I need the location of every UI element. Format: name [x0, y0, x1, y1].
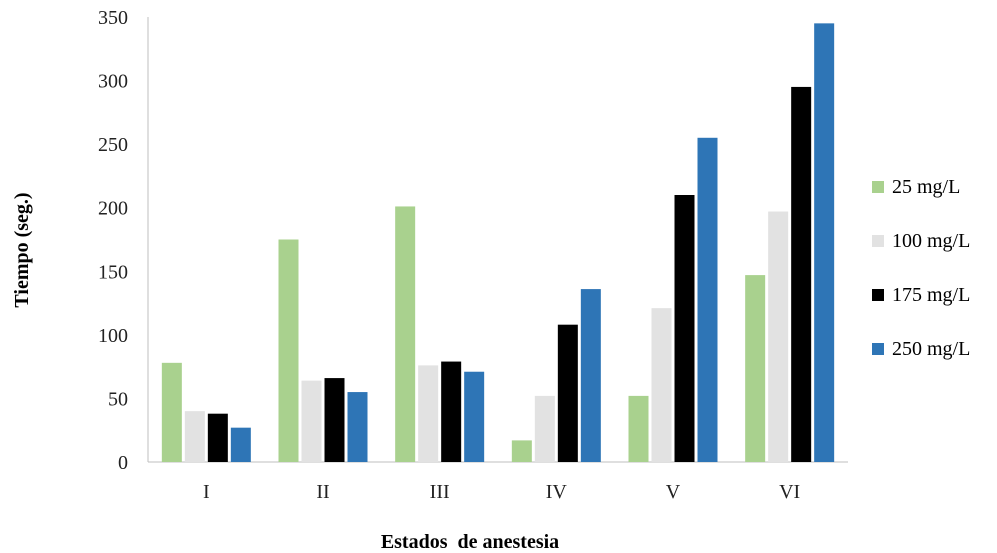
bar-V-25-mg-l: [628, 395, 649, 462]
bar-III-100-mg-l: [418, 365, 439, 462]
bar-VI-25-mg-l: [745, 275, 766, 462]
bar-V-100-mg-l: [651, 308, 672, 462]
y-tick-label: 100: [98, 325, 128, 347]
y-tick-label: 200: [98, 198, 128, 220]
bar-VI-175-mg-l: [791, 86, 812, 462]
bar-VI-100-mg-l: [768, 211, 789, 462]
bar-II-175-mg-l: [324, 378, 345, 462]
x-axis-ticks: I II III IV V VI: [203, 481, 800, 503]
bar-IV-25-mg-l: [511, 440, 532, 462]
x-tick-label: IV: [546, 481, 568, 503]
bars-group: [161, 23, 835, 463]
legend-label: 25 mg/L: [892, 175, 961, 198]
legend-label: 250 mg/L: [892, 337, 971, 360]
x-tick-label: V: [666, 481, 681, 503]
legend-label: 100 mg/L: [892, 229, 971, 252]
legend-swatch: [872, 343, 884, 355]
bar-II-25-mg-l: [278, 239, 299, 462]
legend: 25 mg/L 100 mg/L 175 mg/L 250 mg/L: [872, 160, 970, 376]
y-tick-label: 0: [118, 452, 128, 474]
x-tick-label: VI: [779, 481, 800, 503]
bar-I-175-mg-l: [207, 413, 228, 462]
x-tick-label: II: [316, 481, 329, 503]
legend-item: 25 mg/L: [872, 160, 970, 214]
y-tick-label: 300: [98, 71, 128, 93]
legend-label: 175 mg/L: [892, 283, 971, 306]
bar-III-25-mg-l: [395, 206, 416, 462]
y-axis-ticks: 0 50 100 150 200 250 300 350: [98, 7, 128, 474]
legend-swatch: [872, 235, 884, 247]
bar-II-100-mg-l: [301, 380, 322, 462]
bar-V-175-mg-l: [674, 195, 695, 462]
y-tick-label: 250: [98, 134, 128, 156]
x-axis-title: Estados de anestesia: [381, 531, 559, 553]
bar-I-100-mg-l: [184, 411, 205, 462]
legend-item: 250 mg/L: [872, 322, 970, 376]
x-tick-label: I: [203, 481, 210, 503]
bar-II-250-mg-l: [347, 392, 368, 462]
bar-VI-250-mg-l: [814, 23, 835, 462]
bar-I-25-mg-l: [161, 362, 182, 462]
bar-IV-250-mg-l: [580, 289, 601, 462]
y-tick-label: 150: [98, 261, 128, 283]
legend-item: 100 mg/L: [872, 214, 970, 268]
bar-I-250-mg-l: [230, 427, 251, 462]
bar-IV-175-mg-l: [557, 324, 578, 462]
x-tick-label: III: [430, 481, 450, 503]
bar-IV-100-mg-l: [534, 395, 555, 462]
y-tick-label: 350: [98, 7, 128, 29]
legend-swatch: [872, 289, 884, 301]
bar-III-175-mg-l: [441, 361, 462, 462]
legend-swatch: [872, 181, 884, 193]
y-axis-title: Tiempo (seg.): [11, 192, 33, 307]
legend-item: 175 mg/L: [872, 268, 970, 322]
bar-III-250-mg-l: [464, 371, 485, 462]
bar-V-250-mg-l: [697, 137, 718, 463]
y-tick-label: 50: [108, 388, 128, 410]
